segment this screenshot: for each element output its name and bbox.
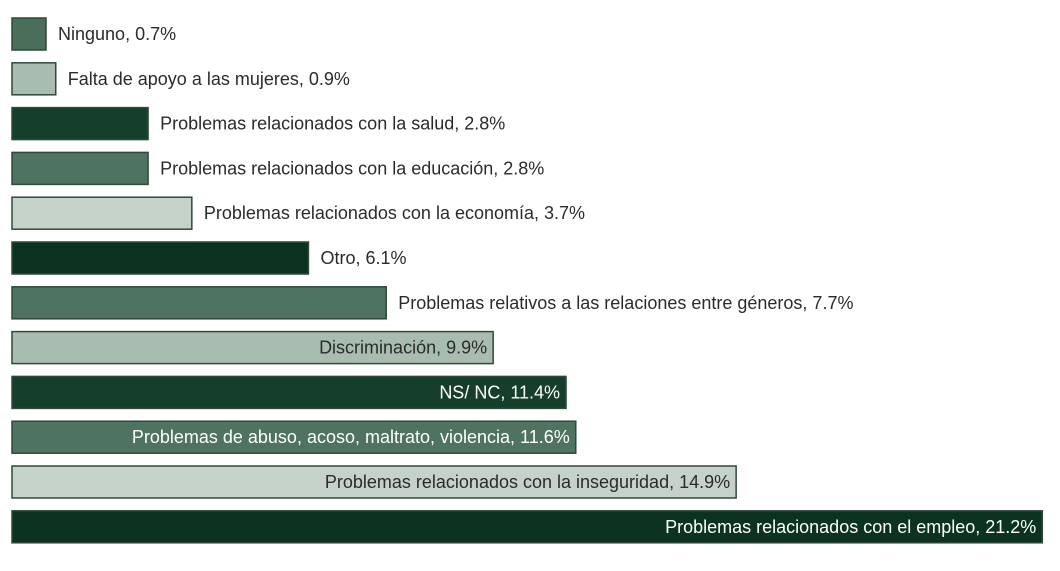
bar-label: Otro, 6.1% [320, 248, 406, 268]
bar [11, 106, 149, 141]
bar-label: Discriminación, 9.9% [319, 338, 487, 358]
bar [11, 420, 577, 454]
bars-group [11, 17, 1044, 544]
bar [11, 62, 57, 96]
bar [11, 465, 737, 499]
bar [11, 17, 47, 51]
bar [11, 286, 387, 320]
bar-label: Problemas relacionados con la educación,… [160, 158, 544, 178]
bar [11, 375, 567, 410]
bar [11, 510, 1044, 544]
bar-label: Problemas relativos a las relaciones ent… [398, 293, 853, 313]
bar-label: Problemas relacionados con el empleo, 21… [665, 517, 1036, 537]
bar-label: Problemas relacionados con la insegurida… [325, 472, 730, 492]
bar-label: Problemas relacionados con la economía, … [204, 203, 585, 223]
bar-label: NS/ NC, 11.4% [439, 382, 560, 402]
bar [11, 151, 149, 186]
labels-group: Ninguno, 0.7% Falta de apoyo a las mujere… [58, 24, 1036, 537]
bar [11, 196, 193, 230]
bar-label: Falta de apoyo a las mujeres, 0.9% [68, 69, 350, 89]
bar [11, 241, 310, 275]
bar-label: Ninguno, 0.7% [58, 24, 176, 44]
bar-label: Problemas relacionados con la salud, 2.8… [160, 114, 505, 134]
bar [11, 330, 494, 365]
bar-label: Problemas de abuso, acoso, maltrato, vio… [132, 427, 570, 447]
